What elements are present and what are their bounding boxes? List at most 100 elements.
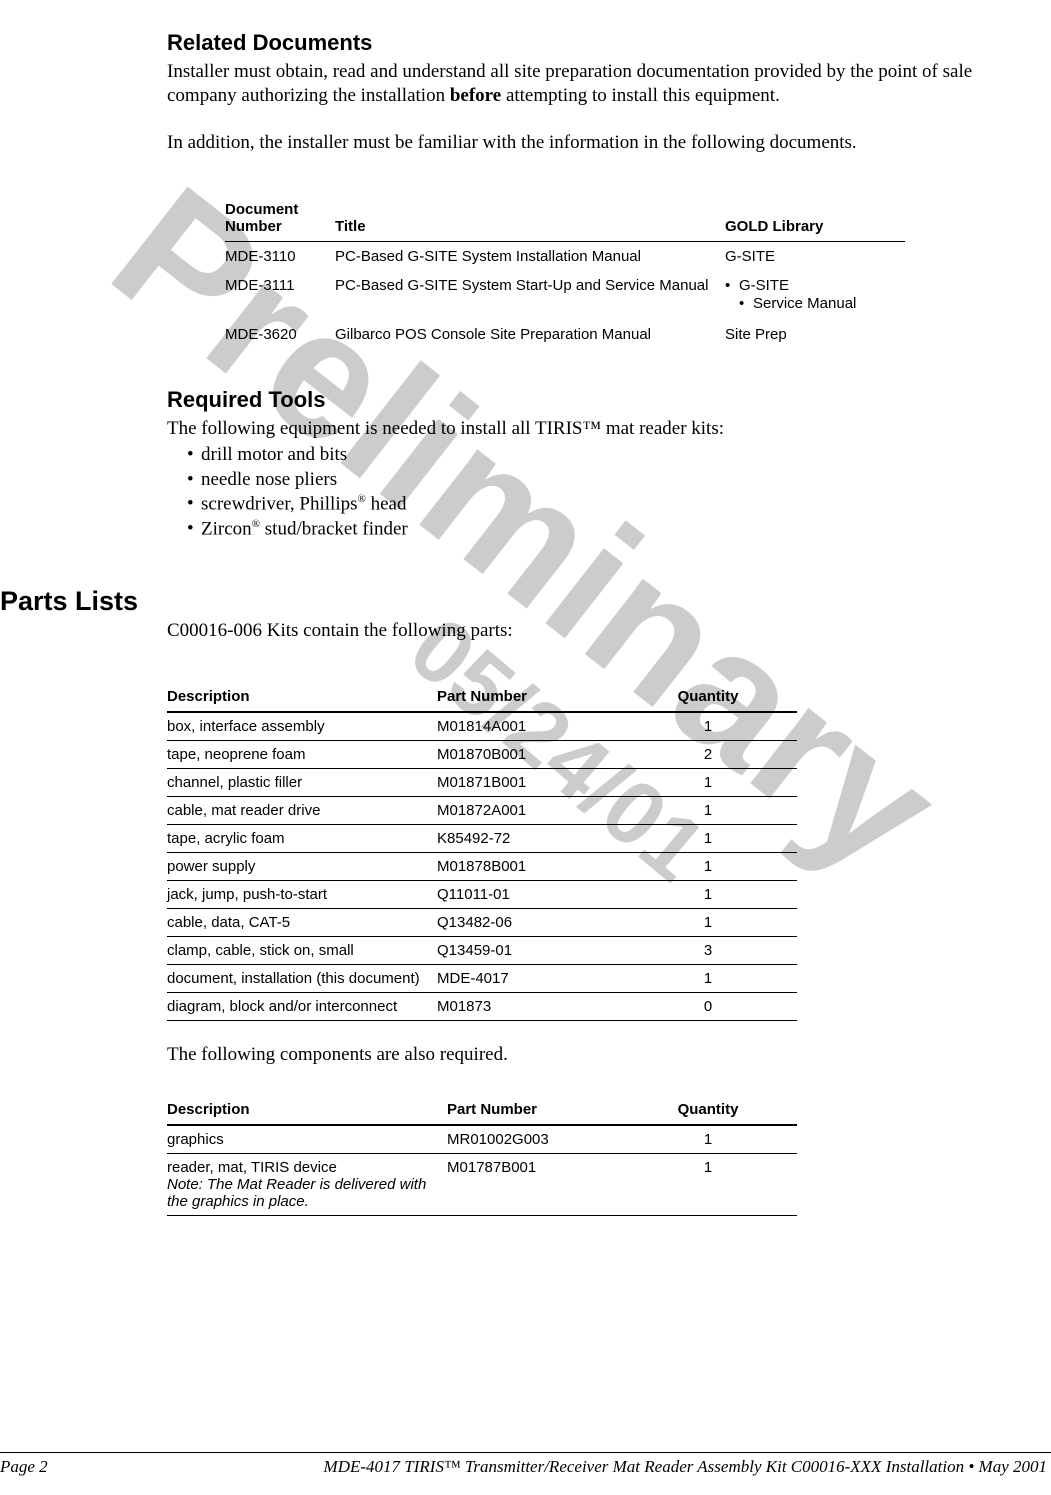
cell: M01878B001 (437, 852, 627, 880)
cell: K85492-72 (437, 824, 627, 852)
cell: Q13482-06 (437, 908, 627, 936)
page: Preliminary 05/24/01 Related Documents I… (0, 0, 1051, 1495)
table-row: diagram, block and/or interconnectM01873… (167, 992, 797, 1020)
cell: M01870B001 (437, 740, 627, 768)
table-row: tape, neoprene foamM01870B0012 (167, 740, 797, 768)
cell: Site Prep (725, 320, 905, 349)
col-description: Description (167, 684, 437, 712)
cell: power supply (167, 852, 437, 880)
table-body-docs: MDE-3110 PC-Based G-SITE System Installa… (225, 241, 905, 348)
footer-page-number: Page 2 (0, 1457, 48, 1477)
bullets-required-tools: •drill motor and bits •needle nose plier… (187, 443, 1051, 542)
cell: document, installation (this document) (167, 964, 437, 992)
table-body-parts: box, interface assemblyM01814A0011tape, … (167, 712, 797, 1021)
table-row: tape, acrylic foamK85492-721 (167, 824, 797, 852)
text-bold-before: before (450, 85, 501, 106)
col-description: Description (167, 1097, 447, 1125)
cell: tape, acrylic foam (167, 824, 437, 852)
cell: 1 (627, 880, 797, 908)
cell: 1 (627, 1125, 797, 1154)
table-row: clamp, cable, stick on, smallQ13459-013 (167, 936, 797, 964)
col-quantity: Quantity (627, 684, 797, 712)
cell: •G-SITE •Service Manual (725, 271, 905, 320)
table-row: power supplyM01878B0011 (167, 852, 797, 880)
bullet-item: Zircon® stud/bracket finder (201, 517, 408, 542)
table-row: document, installation (this document)MD… (167, 964, 797, 992)
cell: M01871B001 (437, 768, 627, 796)
cell: 1 (627, 796, 797, 824)
page-footer: Page 2 MDE-4017 TIRIS™ Transmitter/Recei… (0, 1452, 1051, 1477)
cell: M01787B001 (447, 1153, 627, 1215)
cell: G-SITE (725, 241, 905, 271)
table-row: reader, mat, TIRIS device Note: The Mat … (167, 1153, 797, 1215)
cell: cable, mat reader drive (167, 796, 437, 824)
cell: PC-Based G-SITE System Installation Manu… (335, 241, 725, 271)
heading-related-documents: Related Documents (167, 30, 1051, 56)
cell: Q13459-01 (437, 936, 627, 964)
table-row: cable, mat reader driveM01872A0011 (167, 796, 797, 824)
cell: reader, mat, TIRIS device Note: The Mat … (167, 1153, 447, 1215)
table-row: cable, data, CAT-5Q13482-061 (167, 908, 797, 936)
content-area: Related Documents Installer must obtain,… (0, 0, 1051, 1216)
paragraph-required-tools: The following equipment is needed to ins… (167, 417, 1033, 441)
paragraph-also-required: The following components are also requir… (167, 1043, 1033, 1067)
col-part-number: Part Number (437, 684, 627, 712)
bullet-item: screwdriver, Phillips® head (201, 492, 406, 517)
bullet-item: Service Manual (753, 295, 856, 313)
text-span: attempting to install this equipment. (501, 85, 780, 106)
cell: M01814A001 (437, 712, 627, 741)
cell: 1 (627, 852, 797, 880)
cell: 1 (627, 908, 797, 936)
table-row: MDE-3620 Gilbarco POS Console Site Prepa… (225, 320, 905, 349)
cell: Q11011-01 (437, 880, 627, 908)
cell: 1 (627, 1153, 797, 1215)
heading-required-tools: Required Tools (167, 387, 1051, 413)
cell: 0 (627, 992, 797, 1020)
cell: cable, data, CAT-5 (167, 908, 437, 936)
bullet-item: needle nose pliers (201, 468, 337, 493)
cell: graphics (167, 1125, 447, 1154)
cell: Gilbarco POS Console Site Preparation Ma… (335, 320, 725, 349)
table-related-documents: DocumentNumber Title GOLD Library MDE-31… (225, 197, 905, 349)
footer-doc-title: MDE-4017 TIRIS™ Transmitter/Receiver Mat… (324, 1457, 1047, 1477)
table-also-required: Description Part Number Quantity graphic… (167, 1097, 797, 1216)
cell: M01872A001 (437, 796, 627, 824)
table-row: graphics MR01002G003 1 (167, 1125, 797, 1154)
cell: MDE-3620 (225, 320, 335, 349)
bullet-item: drill motor and bits (201, 443, 347, 468)
table-row: box, interface assemblyM01814A0011 (167, 712, 797, 741)
cell: 2 (627, 740, 797, 768)
cell: clamp, cable, stick on, small (167, 936, 437, 964)
cell: MDE-3111 (225, 271, 335, 320)
cell: jack, jump, push-to-start (167, 880, 437, 908)
table-row: jack, jump, push-to-startQ11011-011 (167, 880, 797, 908)
col-doc-number: DocumentNumber (225, 197, 335, 242)
cell: 1 (627, 768, 797, 796)
paragraph-related-docs-1: Installer must obtain, read and understa… (167, 60, 1033, 109)
cell: MDE-4017 (437, 964, 627, 992)
cell: channel, plastic filler (167, 768, 437, 796)
cell: 1 (627, 964, 797, 992)
bullet-item: G-SITE (739, 277, 789, 295)
paragraph-parts-intro: C00016-006 Kits contain the following pa… (167, 619, 1033, 643)
cell: M01873 (437, 992, 627, 1020)
cell: box, interface assembly (167, 712, 437, 741)
col-part-number: Part Number (447, 1097, 627, 1125)
table-row: channel, plastic fillerM01871B0011 (167, 768, 797, 796)
cell: tape, neoprene foam (167, 740, 437, 768)
table-parts: Description Part Number Quantity box, in… (167, 684, 797, 1021)
col-quantity: Quantity (627, 1097, 797, 1125)
cell: diagram, block and/or interconnect (167, 992, 437, 1020)
table-body-also: graphics MR01002G003 1 reader, mat, TIRI… (167, 1125, 797, 1216)
cell: 1 (627, 824, 797, 852)
table-row: MDE-3111 PC-Based G-SITE System Start-Up… (225, 271, 905, 320)
cell: MDE-3110 (225, 241, 335, 271)
cell: 1 (627, 712, 797, 741)
heading-parts-lists: Parts Lists (0, 586, 1051, 617)
col-gold-library: GOLD Library (725, 197, 905, 242)
cell: MR01002G003 (447, 1125, 627, 1154)
cell: PC-Based G-SITE System Start-Up and Serv… (335, 271, 725, 320)
col-title: Title (335, 197, 725, 242)
cell: 3 (627, 936, 797, 964)
paragraph-related-docs-2: In addition, the installer must be famil… (167, 131, 1033, 155)
